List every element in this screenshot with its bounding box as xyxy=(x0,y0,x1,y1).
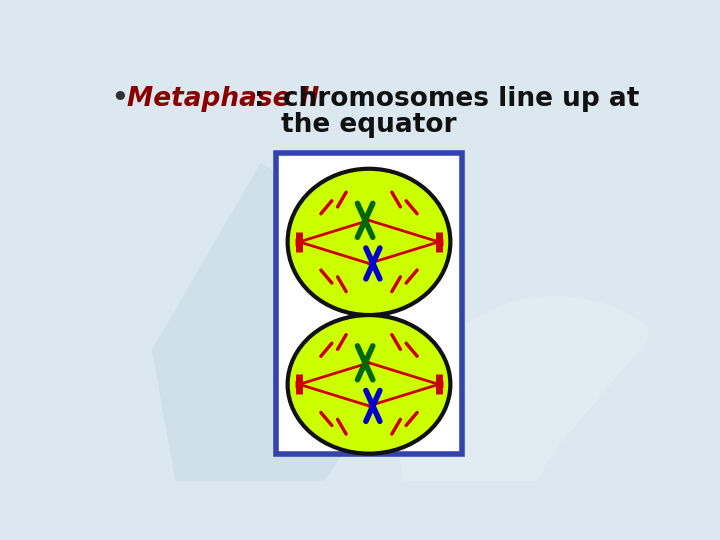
Ellipse shape xyxy=(287,315,451,454)
Ellipse shape xyxy=(287,168,451,315)
Text: :  chromosomes line up at: : chromosomes line up at xyxy=(253,86,639,112)
Bar xyxy=(276,153,462,454)
Text: the equator: the equator xyxy=(282,112,456,138)
Wedge shape xyxy=(152,163,369,540)
Wedge shape xyxy=(400,296,654,540)
Text: •: • xyxy=(112,86,128,112)
Text: Metaphase II: Metaphase II xyxy=(127,86,320,112)
